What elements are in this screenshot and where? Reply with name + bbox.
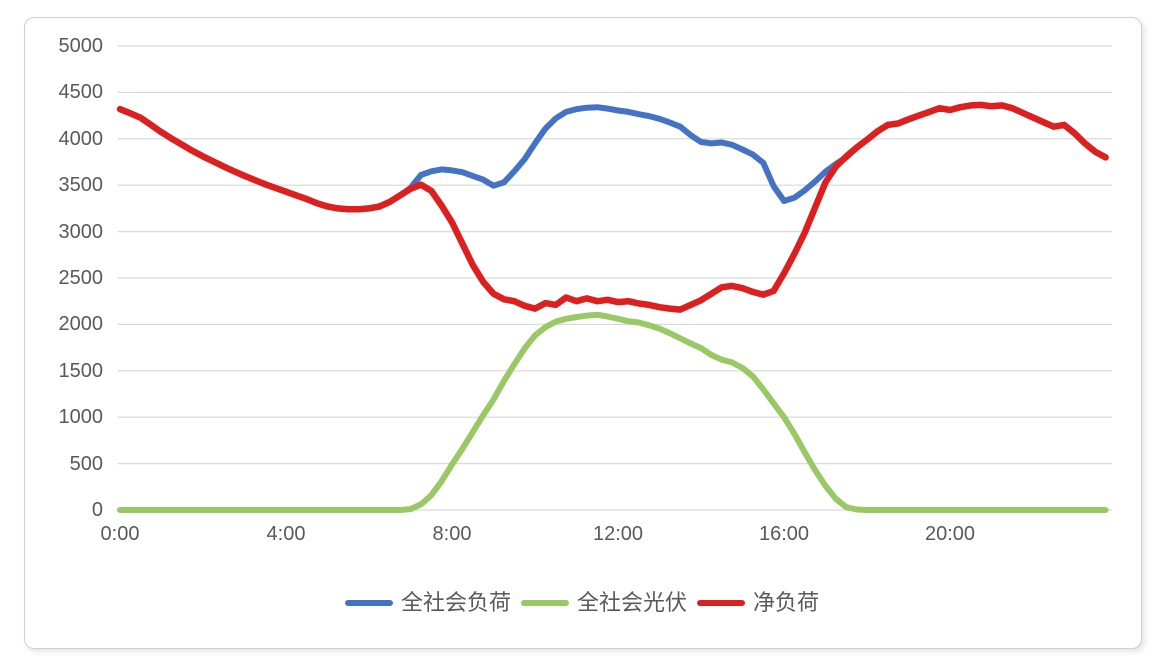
legend-swatch [520, 600, 569, 606]
legend-item-total-load: 全社会负荷 [344, 590, 511, 616]
series-line-pv [117, 311, 1109, 513]
legend-label: 净负荷 [753, 590, 820, 615]
legend-swatch [344, 600, 393, 606]
legend-swatch [697, 600, 745, 606]
chart-panel [24, 17, 1142, 649]
y-axis-tick-label: 2000 [58, 313, 104, 335]
chart-legend: 全社会负荷 全社会光伏 净负荷 [24, 587, 1140, 619]
x-axis-tick-label: 0:00 [100, 523, 140, 545]
x-axis-tick-label: 8:00 [432, 523, 472, 545]
legend-item-pv: 全社会光伏 [520, 590, 687, 616]
legend-label: 全社会光伏 [576, 590, 687, 615]
x-axis-tick-label: 16:00 [758, 523, 810, 545]
y-axis-tick-label: 0 [91, 499, 103, 521]
y-axis-tick-label: 3000 [58, 221, 104, 243]
y-axis-tick-label: 4000 [58, 128, 104, 150]
legend-label: 全社会负荷 [400, 590, 511, 615]
gridlines [118, 45, 1112, 511]
x-axis-tick-label: 20:00 [924, 523, 976, 545]
y-axis-tick-label: 4500 [58, 81, 104, 103]
series-line-net-load [116, 101, 1109, 313]
x-axis-tick-label: 12:00 [592, 523, 644, 545]
y-axis-tick-label: 500 [69, 453, 103, 475]
y-axis-tick-label: 3500 [58, 174, 104, 196]
x-axis-tick-label: 4:00 [266, 523, 306, 545]
y-axis-tick-label: 2500 [58, 267, 104, 289]
series-line-total-load [117, 101, 1109, 213]
legend-item-net-load: 净负荷 [697, 590, 819, 616]
y-axis-tick-label: 1000 [58, 406, 104, 428]
y-axis-tick-label: 1500 [58, 360, 104, 382]
y-axis-tick-label: 5000 [58, 35, 104, 57]
